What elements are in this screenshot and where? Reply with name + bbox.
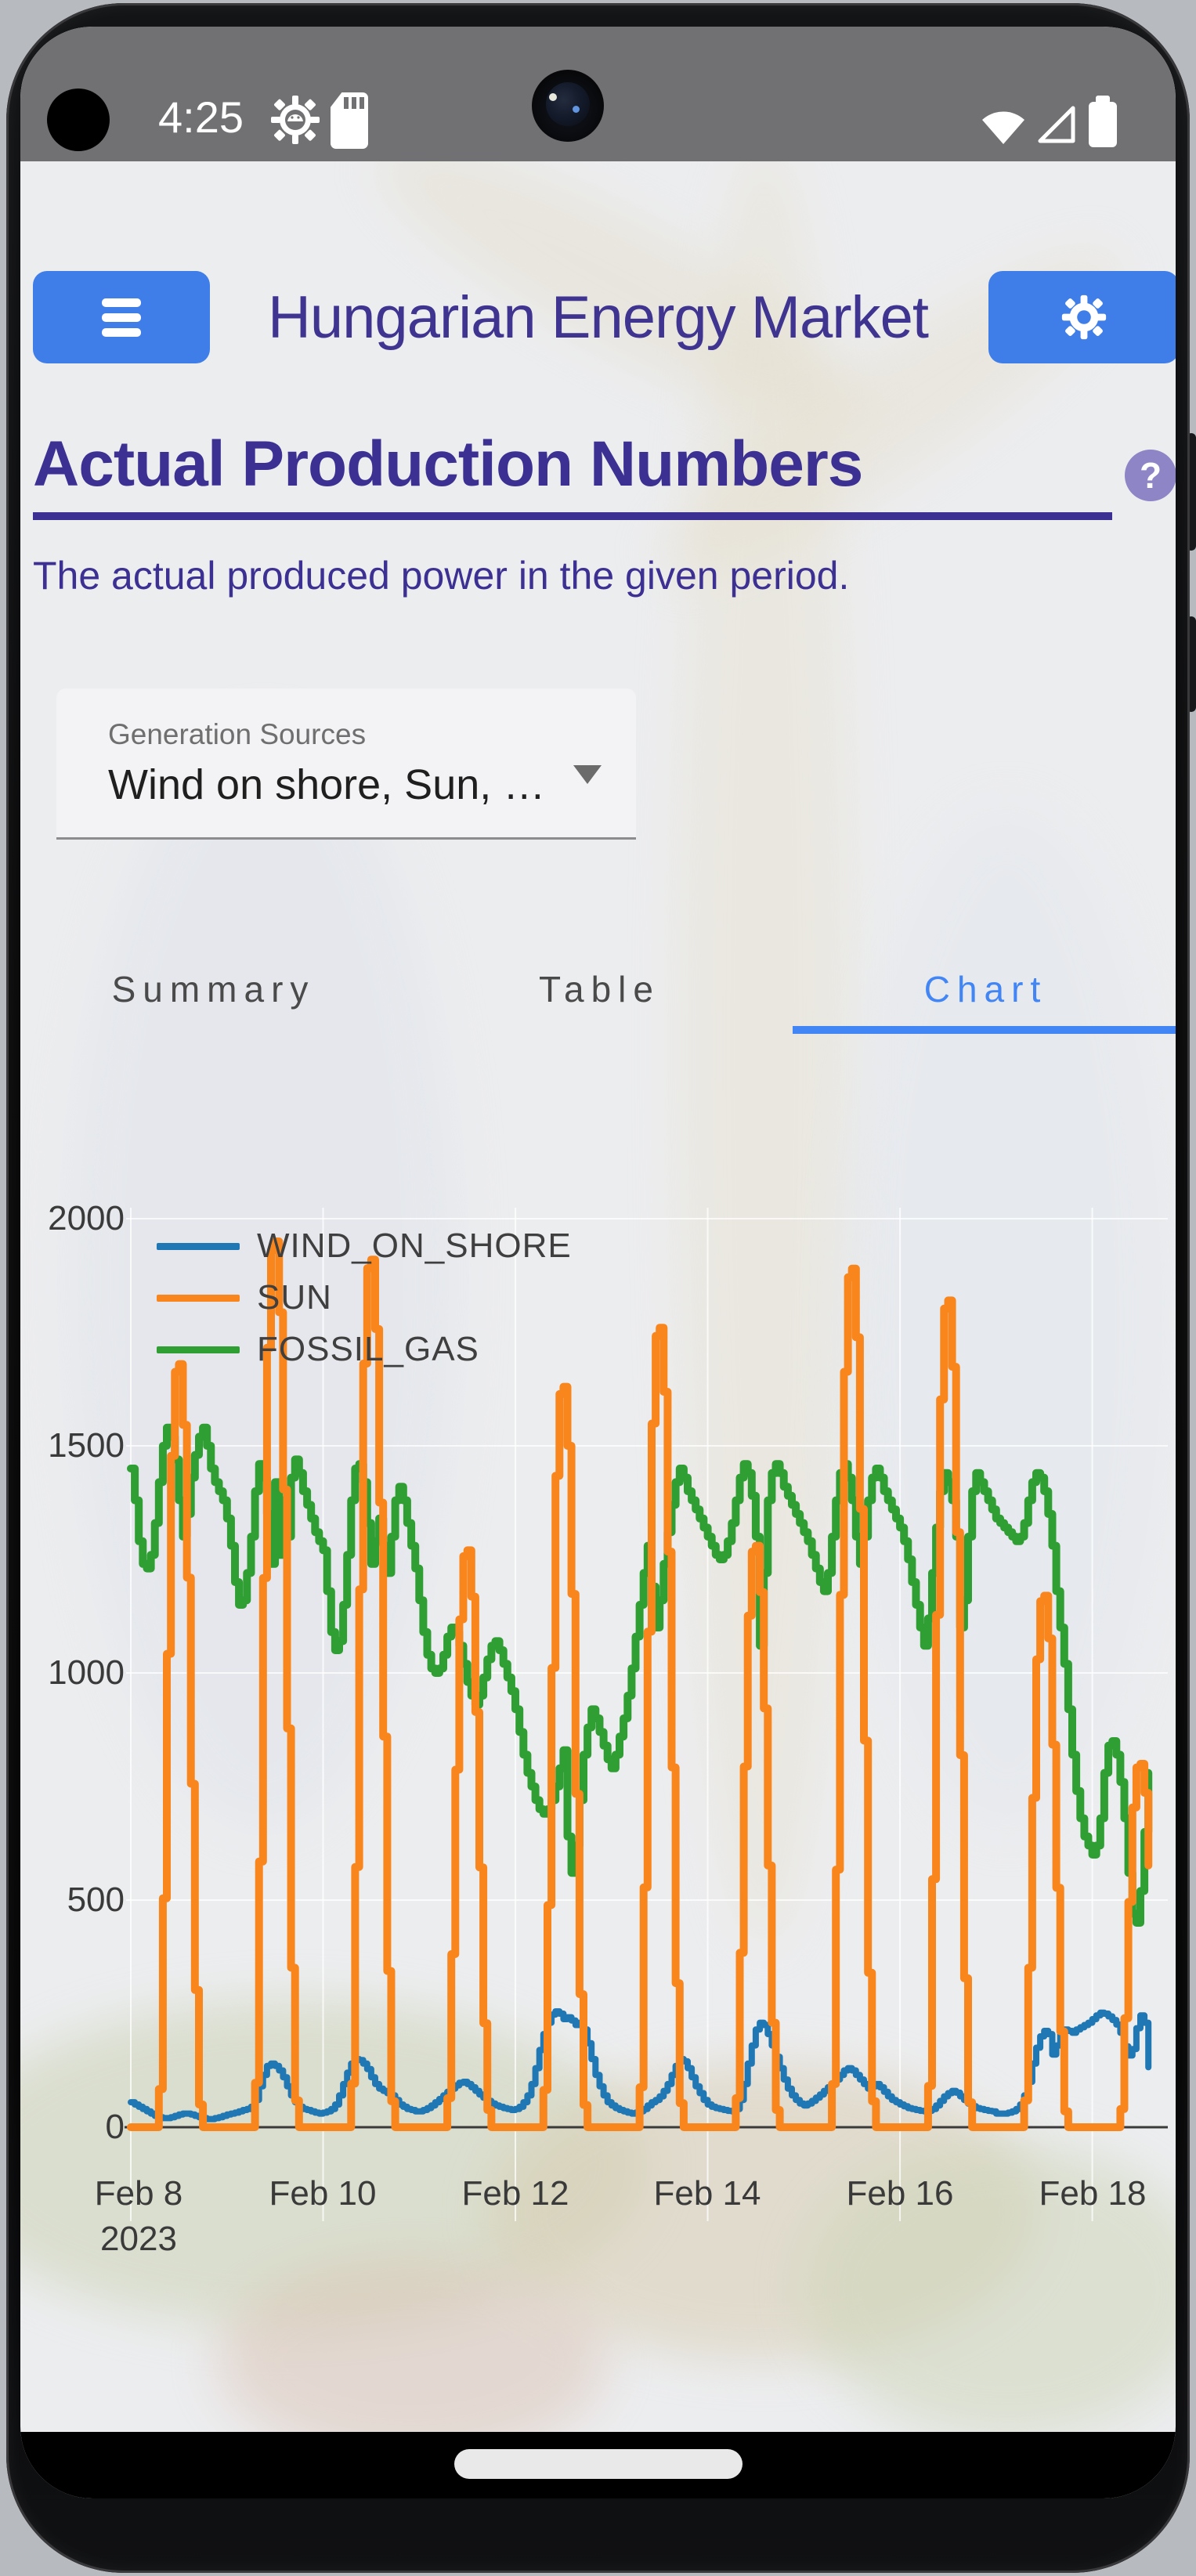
- status-bar: 4:25: [20, 27, 1176, 161]
- help-icon[interactable]: ?: [1125, 450, 1176, 501]
- page-heading: Actual Production Numbers: [33, 428, 1112, 520]
- tab-chart[interactable]: Chart: [923, 969, 1048, 1010]
- battery-icon: [1089, 96, 1117, 147]
- y-tick-0: 0: [105, 2108, 125, 2146]
- phone-screen: 4:25: [20, 27, 1176, 2498]
- tab-table[interactable]: Table: [539, 969, 660, 1010]
- select-label: Generation Sources: [108, 718, 367, 750]
- system-gear-bug-icon: [271, 96, 320, 144]
- y-tick-1000: 1000: [48, 1653, 125, 1692]
- y-tick-2000: 2000: [48, 1199, 125, 1237]
- x-tick-feb8: Feb 8: [94, 2174, 183, 2213]
- legend-line-gas: [157, 1346, 240, 1353]
- chart-legend: WIND_ON_SHORE SUN FOSSIL_GAS: [157, 1220, 572, 1375]
- settings-button[interactable]: [988, 271, 1176, 363]
- chevron-down-icon: [573, 765, 602, 784]
- page-heading-wrap: Actual Production Numbers: [33, 428, 1112, 520]
- page-subtitle: The actual produced power in the given p…: [33, 554, 850, 598]
- navigation-bar: [20, 2432, 1176, 2498]
- cell-signal-icon: [1038, 106, 1075, 143]
- legend-item: FOSSIL_GAS: [157, 1324, 572, 1375]
- sdcard-icon: [331, 92, 368, 149]
- tab-summary[interactable]: Summary: [111, 969, 316, 1010]
- front-camera: [532, 70, 604, 142]
- legend-line-sun: [157, 1294, 240, 1302]
- clock: 4:25: [158, 92, 244, 142]
- home-indicator[interactable]: [453, 2449, 743, 2479]
- x-tick-feb12: Feb 12: [461, 2174, 569, 2213]
- legend-item: WIND_ON_SHORE: [157, 1220, 572, 1272]
- select-value: Wind on shore, Sun, …: [108, 761, 546, 808]
- x-tick-feb16: Feb 16: [846, 2174, 954, 2213]
- x-tick-year: 2023: [100, 2220, 177, 2258]
- left-black-dot: [47, 89, 110, 151]
- x-tick-feb10: Feb 10: [269, 2174, 377, 2213]
- app-title: Hungarian Energy Market: [268, 284, 929, 351]
- production-chart-svg[interactable]: [20, 1186, 1176, 2298]
- wifi-icon: [982, 111, 1024, 144]
- tab-bar: Summary Table Chart: [20, 943, 1176, 1035]
- tab-indicator: [793, 1026, 1176, 1034]
- x-tick-feb14: Feb 14: [653, 2174, 761, 2213]
- y-tick-500: 500: [67, 1881, 125, 1919]
- generation-sources-select[interactable]: Generation Sources Wind on shore, Sun, …: [56, 688, 636, 840]
- menu-button[interactable]: [33, 271, 210, 363]
- x-tick-feb18: Feb 18: [1039, 2174, 1147, 2213]
- y-tick-1500: 1500: [48, 1426, 125, 1465]
- legend-line-wind: [157, 1242, 240, 1250]
- legend-item: SUN: [157, 1272, 572, 1324]
- gear-icon: [1061, 294, 1106, 340]
